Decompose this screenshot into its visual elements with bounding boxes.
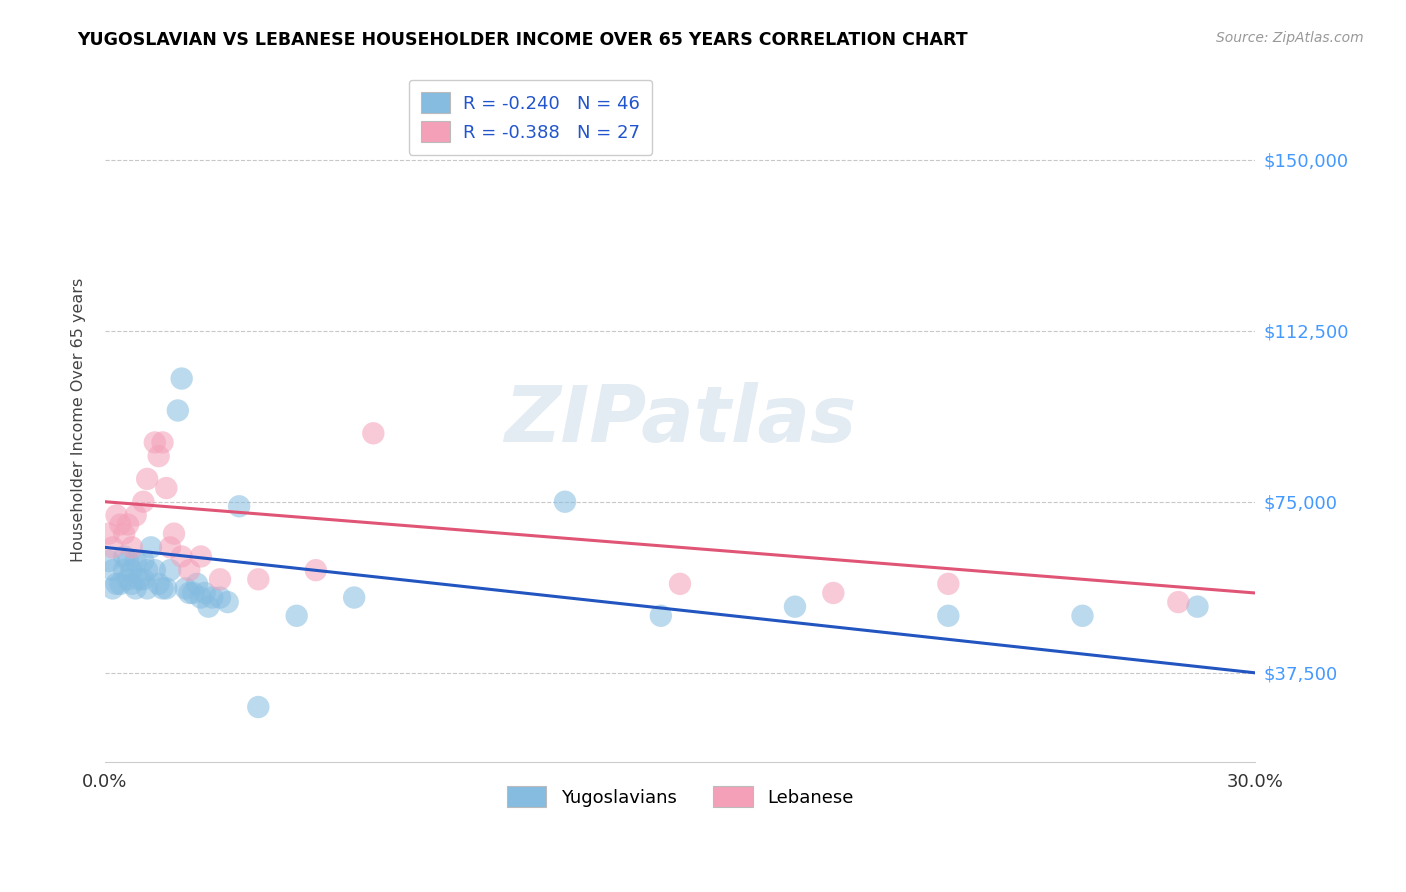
Point [650, 608, 672, 623]
Point [159, 541, 181, 555]
Point [128, 572, 150, 586]
Point [105, 508, 128, 523]
Point [97, 526, 120, 541]
Point [139, 541, 162, 555]
Point [155, 481, 177, 495]
Point [152, 582, 174, 596]
Point [101, 563, 124, 577]
Point [208, 572, 231, 586]
Point [124, 582, 146, 596]
Point [305, 563, 328, 577]
Point [110, 577, 132, 591]
Point [179, 586, 201, 600]
Point [201, 591, 224, 605]
Point [132, 554, 155, 568]
Point [112, 549, 135, 564]
Point [136, 582, 159, 596]
Point [117, 572, 139, 586]
Text: ZIPatlas: ZIPatlas [503, 382, 856, 458]
Y-axis label: Householder Income Over 65 years: Householder Income Over 65 years [72, 277, 86, 562]
Point [121, 541, 143, 555]
Point [247, 700, 270, 714]
Point [159, 563, 181, 577]
Point [105, 577, 128, 591]
Point [190, 591, 212, 605]
Point [136, 472, 159, 486]
Legend: Yugoslavians, Lebanese: Yugoslavians, Lebanese [499, 779, 860, 814]
Point [112, 526, 135, 541]
Point [112, 563, 135, 577]
Point [197, 599, 219, 614]
Point [190, 549, 212, 564]
Point [101, 582, 124, 596]
Point [124, 554, 146, 568]
Point [170, 549, 193, 564]
Point [936, 608, 959, 623]
Point [121, 563, 143, 577]
Point [170, 371, 193, 385]
Point [823, 586, 845, 600]
Point [186, 577, 208, 591]
Point [208, 591, 231, 605]
Point [285, 608, 308, 623]
Point [1167, 595, 1189, 609]
Point [110, 517, 132, 532]
Point [783, 599, 806, 614]
Point [247, 572, 270, 586]
Point [117, 554, 139, 568]
Point [166, 403, 188, 417]
Point [117, 517, 139, 532]
Point [1187, 599, 1209, 614]
Point [217, 595, 239, 609]
Point [343, 591, 366, 605]
Point [228, 500, 250, 514]
Point [1071, 608, 1094, 623]
Point [132, 572, 155, 586]
Point [148, 577, 170, 591]
Text: Source: ZipAtlas.com: Source: ZipAtlas.com [1216, 31, 1364, 45]
Point [136, 563, 159, 577]
Point [124, 508, 146, 523]
Point [179, 563, 201, 577]
Point [143, 435, 166, 450]
Point [936, 577, 959, 591]
Point [155, 582, 177, 596]
Point [194, 586, 217, 600]
Point [163, 526, 186, 541]
Point [143, 563, 166, 577]
Point [669, 577, 692, 591]
Point [174, 582, 197, 596]
Point [97, 554, 120, 568]
Point [554, 494, 576, 508]
Point [363, 426, 385, 441]
Point [121, 577, 143, 591]
Point [152, 435, 174, 450]
Point [148, 449, 170, 463]
Point [101, 541, 124, 555]
Point [181, 586, 204, 600]
Point [132, 494, 155, 508]
Text: YUGOSLAVIAN VS LEBANESE HOUSEHOLDER INCOME OVER 65 YEARS CORRELATION CHART: YUGOSLAVIAN VS LEBANESE HOUSEHOLDER INCO… [77, 31, 967, 49]
